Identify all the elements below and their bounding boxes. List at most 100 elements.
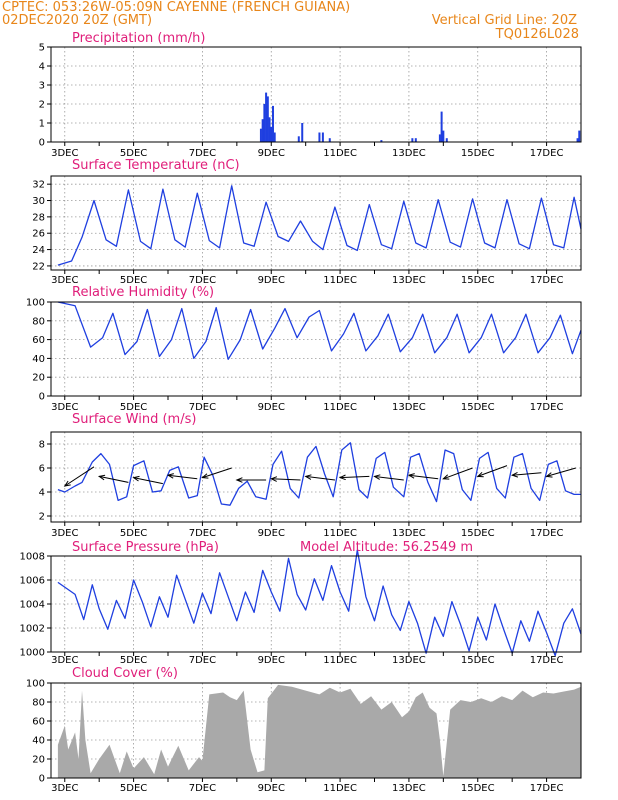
y-tick-label: 80 [32, 316, 45, 327]
temp-panel: 22 24 26 28 30 32 3DEC 5DEC 7DEC 9DEC 11DEC 13DEC 15… [32, 158, 582, 286]
x-tick-label: 13DEC [392, 655, 426, 666]
header-grid-note: Vertical Grid Line: 20Z [432, 13, 577, 28]
wind-vector-arrowhead [373, 474, 381, 480]
precip-bar [578, 130, 581, 142]
wind-vector [408, 474, 439, 480]
precip-bar [414, 138, 417, 142]
header-model-code: TQ0126L028 [495, 27, 579, 42]
x-tick-label: 3DEC [51, 655, 78, 666]
wind-vector-arrowhead [97, 474, 106, 481]
precip-bar [268, 117, 271, 142]
header-location: CPTEC: 053:26W-05:09N CAYENNE (FRENCH GU… [2, 0, 350, 15]
x-tick-label: 5DEC [120, 783, 147, 794]
precip-bar [442, 130, 445, 142]
precip-bar [380, 140, 383, 142]
pressure-panel: 1000 1002 1004 1006 1008 3DEC 5DEC 7DEC 9DEC 11DE… [20, 540, 582, 666]
x-tick-label: 15DEC [461, 528, 495, 539]
cloud-frame [50, 682, 582, 779]
y-tick-label: 6 [39, 464, 45, 475]
wind-panel: 2 4 6 8 3DEC 5DEC 7DEC 9DEC 11DEC 13DEC 15DEC 17DEC… [39, 412, 582, 539]
wind-vector-arrowhead [442, 474, 450, 480]
y-tick-label: 4 [39, 62, 45, 73]
wind-vector [99, 475, 129, 483]
x-tick-label: 17DEC [530, 528, 564, 539]
pressure-annotation: Model Altitude: 56.2549 m [300, 540, 473, 555]
pressure-line [57, 549, 582, 657]
y-tick-label: 1000 [20, 648, 45, 659]
x-tick-label: 9DEC [258, 528, 285, 539]
wind-title: Surface Wind (m/s) [72, 412, 196, 427]
wind-line [57, 442, 581, 506]
y-tick-label: 20 [32, 373, 45, 384]
x-tick-label: 7DEC [189, 148, 216, 159]
y-tick-label: 0 [39, 138, 45, 149]
wind-vector-arrowhead [270, 476, 278, 482]
wind-vector [167, 474, 198, 480]
precip-title: Precipitation (mm/h) [72, 31, 205, 46]
x-tick-label: 11DEC [323, 528, 357, 539]
wind-vector [374, 475, 404, 481]
precip-bar [440, 111, 443, 142]
wind-vector-arrowhead [407, 473, 415, 479]
y-tick-label: 30 [32, 196, 45, 207]
rh-line [57, 301, 582, 360]
wind-vector-arrowhead [304, 474, 312, 480]
wind-vector-arrowhead [476, 471, 484, 478]
x-tick-label: 17DEC [530, 402, 564, 413]
y-tick-label: 1006 [20, 576, 45, 587]
precip-panel: 0 1 2 3 4 5 3DEC 5DEC 7DEC 9DEC 11DEC 13DEC 15DEC 17D… [39, 31, 582, 159]
wind-frame [50, 431, 582, 523]
y-tick-label: 0 [39, 392, 45, 403]
y-tick-label: 22 [32, 261, 45, 272]
x-tick-label: 3DEC [51, 402, 78, 413]
rh-panel: 0 20 40 60 80 100 3DEC 5DEC 7DEC 9DEC 11DEC 13DEC 15… [26, 285, 582, 413]
precip-bar [411, 138, 414, 142]
panels-group: 0 1 2 3 4 5 3DEC 5DEC 7DEC 9DEC 11DEC 13DEC 15DEC 17D… [20, 31, 582, 794]
x-tick-label: 11DEC [323, 275, 357, 286]
x-tick-label: 13DEC [392, 148, 426, 159]
precip-bar [297, 136, 300, 142]
precip-frame [50, 46, 582, 143]
x-tick-label: 13DEC [392, 275, 426, 286]
precip-bar [271, 105, 274, 142]
y-tick-label: 100 [26, 679, 45, 690]
wind-vector [340, 475, 370, 479]
y-tick-label: 5 [39, 43, 45, 54]
x-tick-label: 9DEC [258, 148, 285, 159]
y-tick-label: 1004 [20, 600, 45, 611]
cloud-panel: 0 20 40 60 80 100 3DEC 5DEC 7DEC 9DEC 11DEC 13DEC 15… [26, 666, 582, 794]
x-tick-label: 5DEC [120, 275, 147, 286]
y-tick-label: 1008 [20, 552, 45, 563]
wind-vector [202, 467, 232, 479]
x-tick-label: 17DEC [530, 783, 564, 794]
x-tick-label: 9DEC [258, 402, 285, 413]
x-tick-label: 17DEC [530, 148, 564, 159]
x-tick-label: 13DEC [392, 783, 426, 794]
x-tick-label: 5DEC [120, 655, 147, 666]
x-tick-label: 17DEC [530, 655, 564, 666]
y-tick-label: 3 [39, 81, 45, 92]
x-tick-label: 11DEC [323, 783, 357, 794]
x-tick-label: 9DEC [258, 783, 285, 794]
x-tick-label: 11DEC [323, 655, 357, 666]
x-tick-label: 9DEC [258, 275, 285, 286]
precip-bar [261, 119, 264, 142]
precip-bar [270, 126, 273, 142]
precip-bar [259, 128, 262, 142]
y-tick-label: 40 [32, 736, 45, 747]
x-tick-label: 5DEC [120, 528, 147, 539]
y-tick-label: 28 [32, 212, 45, 223]
wind-vector-arrowhead [235, 477, 243, 483]
x-tick-label: 5DEC [120, 402, 147, 413]
wind-vector [512, 472, 542, 476]
y-tick-label: 2 [39, 100, 45, 111]
y-tick-label: 32 [32, 180, 45, 191]
y-tick-label: 1 [39, 119, 45, 130]
y-tick-label: 24 [32, 245, 45, 256]
wind-vector-arrowhead [166, 473, 174, 479]
y-tick-label: 2 [39, 512, 45, 523]
y-tick-label: 60 [32, 335, 45, 346]
precip-bar [301, 123, 304, 142]
wind-vector-arrowhead [132, 475, 140, 482]
